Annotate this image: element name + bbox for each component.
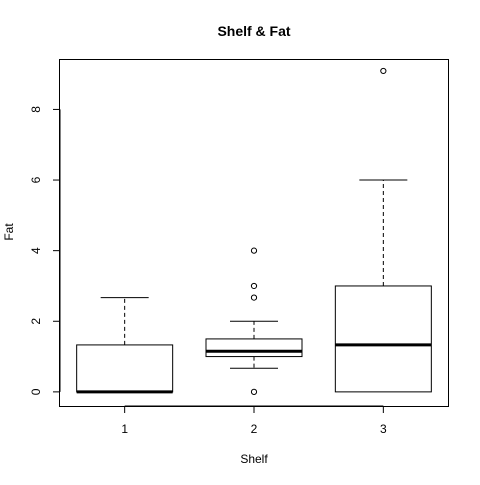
- y-tick-label: 4: [29, 247, 43, 254]
- chart-title: Shelf & Fat: [217, 23, 290, 39]
- outlier-point: [251, 248, 256, 253]
- outlier-point: [251, 283, 256, 288]
- y-axis-label: Fat: [2, 223, 16, 241]
- box: [335, 286, 431, 392]
- x-tick-label: 2: [251, 422, 258, 436]
- y-tick-label: 8: [29, 106, 43, 113]
- y-tick-label: 2: [29, 318, 43, 325]
- y-tick-label: 6: [29, 176, 43, 183]
- outlier-point: [251, 295, 256, 300]
- box: [77, 345, 173, 392]
- plot-frame: [60, 60, 449, 407]
- x-tick-label: 3: [380, 422, 387, 436]
- outlier-point: [251, 389, 256, 394]
- x-tick-label: 1: [121, 422, 128, 436]
- outlier-point: [381, 68, 386, 73]
- box: [206, 339, 302, 357]
- y-tick-label: 0: [29, 388, 43, 395]
- x-axis-label: Shelf: [240, 452, 268, 466]
- chart-marks: 0 2 4 6 8 1 2 3: [29, 68, 431, 436]
